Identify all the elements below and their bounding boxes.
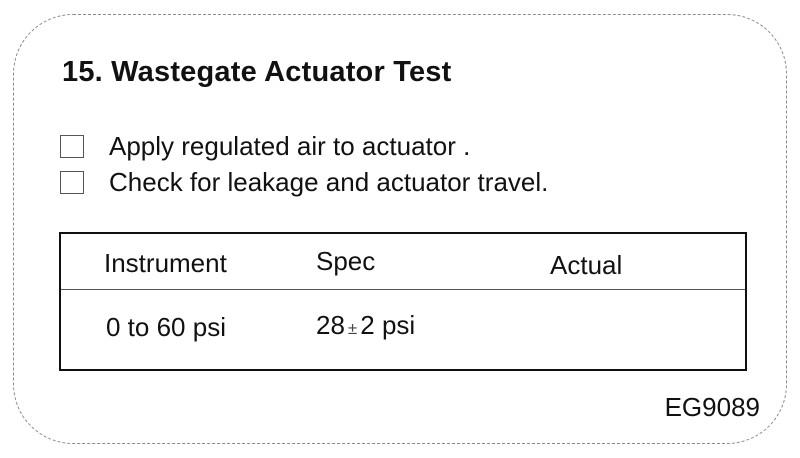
- table-divider: [61, 289, 745, 290]
- step-item: Apply regulated air to actuator .: [60, 132, 470, 160]
- reference-code: EG9089: [664, 392, 760, 422]
- spec-nominal: 28: [316, 310, 345, 340]
- spec-value: 28 ±2 psi: [316, 310, 415, 344]
- column-header-spec: Spec: [316, 246, 376, 276]
- column-header-instrument: Instrument: [104, 248, 227, 278]
- step-text: Check for leakage and actuator travel.: [109, 167, 549, 197]
- step-checkbox[interactable]: [60, 170, 84, 194]
- spec-tolerance: 2 psi: [360, 310, 416, 340]
- spec-table: Instrument Spec Actual 0 to 60 psi 28 ±2 …: [59, 232, 747, 371]
- step-text: Apply regulated air to actuator .: [109, 131, 471, 161]
- procedure-title: 15. Wastegate Actuator Test: [62, 56, 452, 88]
- procedure-card: [13, 14, 787, 444]
- step-item: Check for leakage and actuator travel.: [60, 168, 548, 196]
- column-header-actual: Actual: [550, 250, 623, 280]
- step-checkbox[interactable]: [60, 134, 84, 158]
- plus-minus-symbol: ±: [347, 319, 358, 338]
- instrument-value: 0 to 60 psi: [106, 312, 226, 342]
